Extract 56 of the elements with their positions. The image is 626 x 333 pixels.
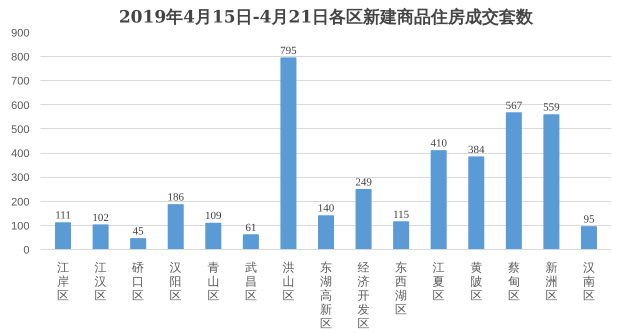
y-tick-label: 400 (11, 148, 30, 160)
x-tick-label: 新洲区 (545, 260, 558, 302)
bar (168, 204, 184, 250)
x-tick-label: 江汉区 (94, 260, 107, 302)
x-tick-label: 东湖高新区 (320, 260, 332, 330)
data-label: 140 (318, 202, 335, 215)
y-tick-label: 200 (11, 196, 30, 208)
bar (580, 226, 597, 250)
bar (92, 224, 109, 250)
data-label: 45 (132, 226, 144, 238)
x-tick-label: 硚口区 (131, 260, 144, 302)
x-tick-label: 汉南区 (582, 260, 595, 302)
data-label: 410 (430, 138, 448, 150)
x-tick-label: 江夏区 (432, 260, 445, 302)
data-label: 111 (55, 210, 71, 222)
bar (205, 222, 222, 250)
bar (318, 215, 334, 250)
bar (468, 156, 484, 250)
data-label: 795 (280, 44, 298, 57)
bar (280, 57, 296, 250)
chart-title: 2019年4月15日-4月21日各区新建商品住房成交套数 (118, 8, 534, 28)
y-tick-label: 0 (23, 244, 30, 256)
data-label: 95 (583, 214, 595, 226)
bar (356, 188, 372, 250)
data-label: 115 (393, 208, 410, 221)
data-label: 61 (245, 222, 256, 234)
x-tick-label: 汉阳区 (170, 260, 182, 302)
bar (430, 150, 447, 250)
bar (543, 114, 560, 250)
bar (242, 234, 259, 250)
data-label: 102 (92, 212, 109, 224)
data-label: 186 (167, 192, 184, 204)
y-tick-label: 800 (11, 52, 30, 64)
y-tick-label: 900 (11, 28, 30, 40)
data-label: 384 (468, 144, 486, 156)
data-label: 109 (205, 210, 222, 222)
x-tick-label: 江岸区 (57, 260, 70, 302)
x-tick-label: 经济开发区 (358, 260, 370, 330)
bar (55, 222, 72, 250)
bar (506, 112, 522, 250)
y-tick-label: 300 (11, 172, 30, 184)
x-tick-label: 武昌区 (244, 260, 257, 302)
x-tick-label: 东西湖区 (395, 260, 408, 316)
bar (393, 221, 410, 250)
x-tick-label: 青山区 (207, 260, 220, 302)
x-tick-label: 黄陂区 (470, 260, 482, 302)
y-tick-label: 700 (11, 76, 30, 88)
bar (130, 238, 146, 250)
data-label: 567 (506, 100, 523, 112)
y-tick-label: 600 (11, 100, 30, 112)
y-tick-label: 500 (11, 124, 30, 136)
y-tick-label: 100 (11, 220, 30, 232)
data-label: 559 (543, 102, 560, 114)
x-tick-label: 蔡甸区 (508, 260, 520, 302)
data-label: 249 (355, 176, 372, 188)
x-tick-label: 洪山区 (282, 260, 294, 302)
